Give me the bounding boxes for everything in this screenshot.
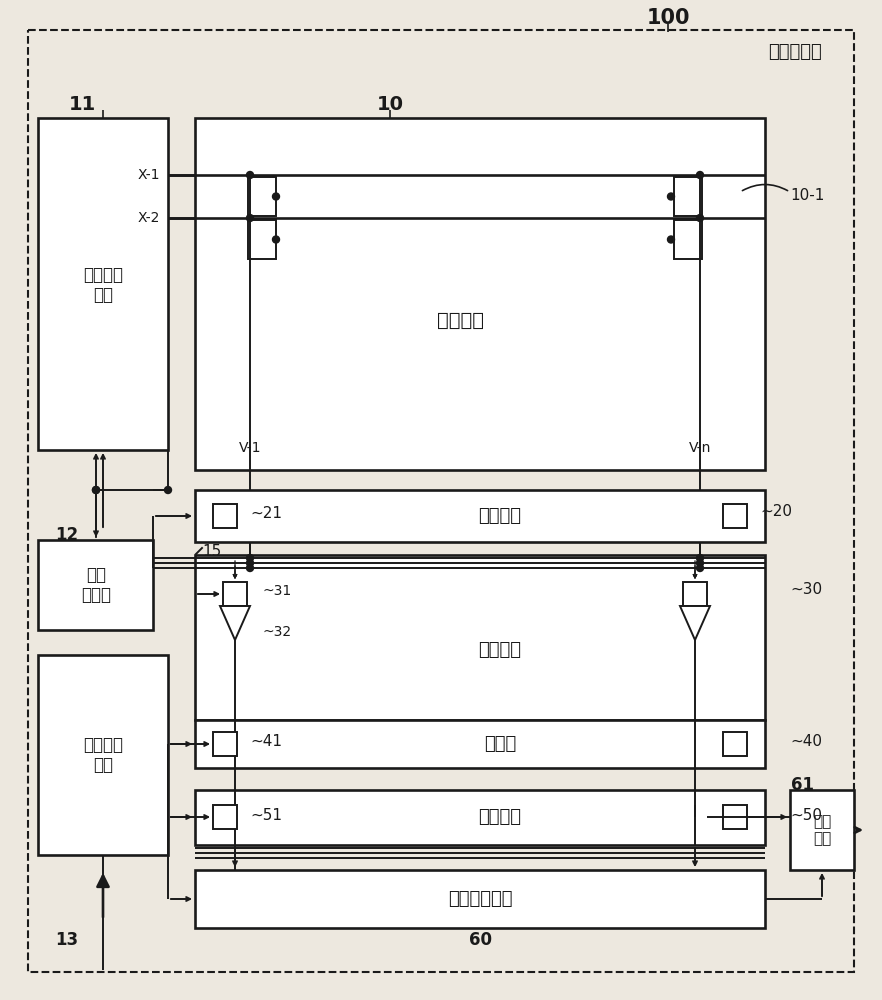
Circle shape xyxy=(697,554,704,562)
Circle shape xyxy=(697,172,704,178)
Bar xyxy=(723,805,747,829)
Bar xyxy=(38,655,168,855)
Text: 存储单元: 存储单元 xyxy=(479,808,521,826)
Text: ~30: ~30 xyxy=(790,582,822,597)
Bar xyxy=(683,582,707,606)
Text: 10: 10 xyxy=(377,95,403,113)
Circle shape xyxy=(246,564,253,572)
Text: X-1: X-1 xyxy=(138,168,160,182)
Bar xyxy=(195,118,765,470)
Bar xyxy=(195,555,765,720)
Bar xyxy=(674,177,702,216)
Text: X-2: X-2 xyxy=(138,211,160,225)
Text: 垂直扫描
电路: 垂直扫描 电路 xyxy=(83,266,123,304)
Circle shape xyxy=(246,172,253,178)
Text: ~50: ~50 xyxy=(790,808,822,822)
Circle shape xyxy=(668,236,675,243)
Text: ~40: ~40 xyxy=(790,734,822,750)
Text: ~51: ~51 xyxy=(250,808,282,822)
Text: ~31: ~31 xyxy=(262,584,291,598)
Text: 15: 15 xyxy=(202,544,221,558)
Text: 比较单元: 比较单元 xyxy=(479,641,521,659)
Bar xyxy=(723,732,747,756)
Bar xyxy=(223,582,247,606)
Polygon shape xyxy=(680,606,710,640)
Bar xyxy=(195,720,765,768)
Bar xyxy=(38,540,153,630)
Text: ~21: ~21 xyxy=(250,506,282,520)
Circle shape xyxy=(697,560,704,566)
Bar xyxy=(195,490,765,542)
Bar xyxy=(38,118,168,450)
Text: 61: 61 xyxy=(791,776,814,794)
Bar xyxy=(674,220,702,259)
Text: ~20: ~20 xyxy=(760,504,792,520)
Bar xyxy=(213,805,237,829)
Text: 10-1: 10-1 xyxy=(790,188,825,202)
Text: 100: 100 xyxy=(647,8,690,28)
Circle shape xyxy=(93,487,100,493)
Bar xyxy=(248,220,276,259)
Bar xyxy=(790,790,854,870)
Text: 像素单元: 像素单元 xyxy=(437,310,483,330)
Text: 计数器: 计数器 xyxy=(484,735,516,753)
Text: 水平扫描电路: 水平扫描电路 xyxy=(448,890,512,908)
Bar xyxy=(723,504,747,528)
Text: 12: 12 xyxy=(56,526,78,544)
Text: 13: 13 xyxy=(56,931,78,949)
Circle shape xyxy=(165,487,171,493)
Circle shape xyxy=(668,193,675,200)
Polygon shape xyxy=(220,606,250,640)
Circle shape xyxy=(273,236,280,243)
Text: V-n: V-n xyxy=(689,441,711,455)
Text: 60: 60 xyxy=(468,931,491,949)
Text: 图像传感器: 图像传感器 xyxy=(768,43,822,61)
Text: 输出
电路: 输出 电路 xyxy=(813,814,831,846)
Text: V-1: V-1 xyxy=(239,441,261,455)
Circle shape xyxy=(246,554,253,562)
Text: ~41: ~41 xyxy=(250,734,282,750)
Text: 参考
信号源: 参考 信号源 xyxy=(81,566,111,604)
Bar xyxy=(248,177,276,216)
Bar xyxy=(195,790,765,845)
Bar xyxy=(195,870,765,928)
Text: 11: 11 xyxy=(69,95,95,113)
Circle shape xyxy=(246,560,253,566)
Circle shape xyxy=(273,193,280,200)
Circle shape xyxy=(93,487,100,493)
Text: 放大单元: 放大单元 xyxy=(479,507,521,525)
Bar xyxy=(213,504,237,528)
Text: ~32: ~32 xyxy=(262,625,291,639)
Text: 定时产生
电路: 定时产生 电路 xyxy=(83,736,123,774)
Circle shape xyxy=(697,215,704,222)
Circle shape xyxy=(246,215,253,222)
Circle shape xyxy=(697,564,704,572)
Bar xyxy=(213,732,237,756)
